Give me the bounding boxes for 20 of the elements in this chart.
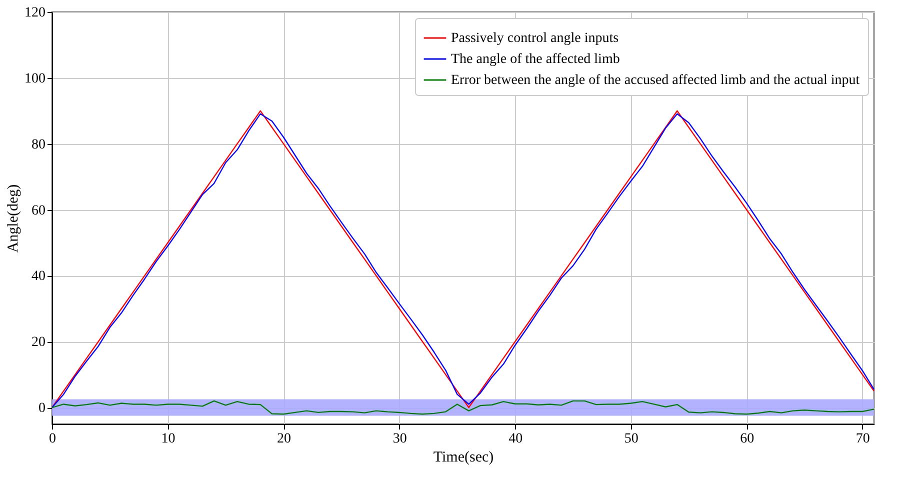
x-tick-label: 70 bbox=[856, 432, 870, 446]
legend-label: Passively control angle inputs bbox=[451, 31, 619, 46]
x-tick-label: 60 bbox=[740, 432, 754, 446]
x-tick-label: 10 bbox=[161, 432, 176, 446]
y-tick-label: 20 bbox=[32, 335, 46, 350]
y-tick-label: 100 bbox=[24, 71, 46, 86]
y-tick-label: 60 bbox=[32, 203, 46, 218]
x-tick-label: 40 bbox=[508, 432, 523, 446]
x-axis-title: Time(sec) bbox=[433, 450, 494, 466]
x-tick-label: 20 bbox=[277, 432, 292, 446]
x-tick-label: 0 bbox=[49, 432, 56, 446]
legend-label: The angle of the affected limb bbox=[451, 52, 620, 67]
x-tick-label: 50 bbox=[624, 432, 638, 446]
y-tick-label: 40 bbox=[32, 269, 46, 284]
y-tick-label: 80 bbox=[32, 137, 46, 152]
legend-label: Error between the angle of the accused affected limb and the actual input bbox=[451, 73, 860, 88]
y-tick-label: 0 bbox=[38, 401, 46, 416]
y-tick-label: 120 bbox=[24, 6, 46, 20]
y-axis-title: Angle(deg) bbox=[6, 184, 22, 253]
x-tick-label: 30 bbox=[392, 432, 407, 446]
